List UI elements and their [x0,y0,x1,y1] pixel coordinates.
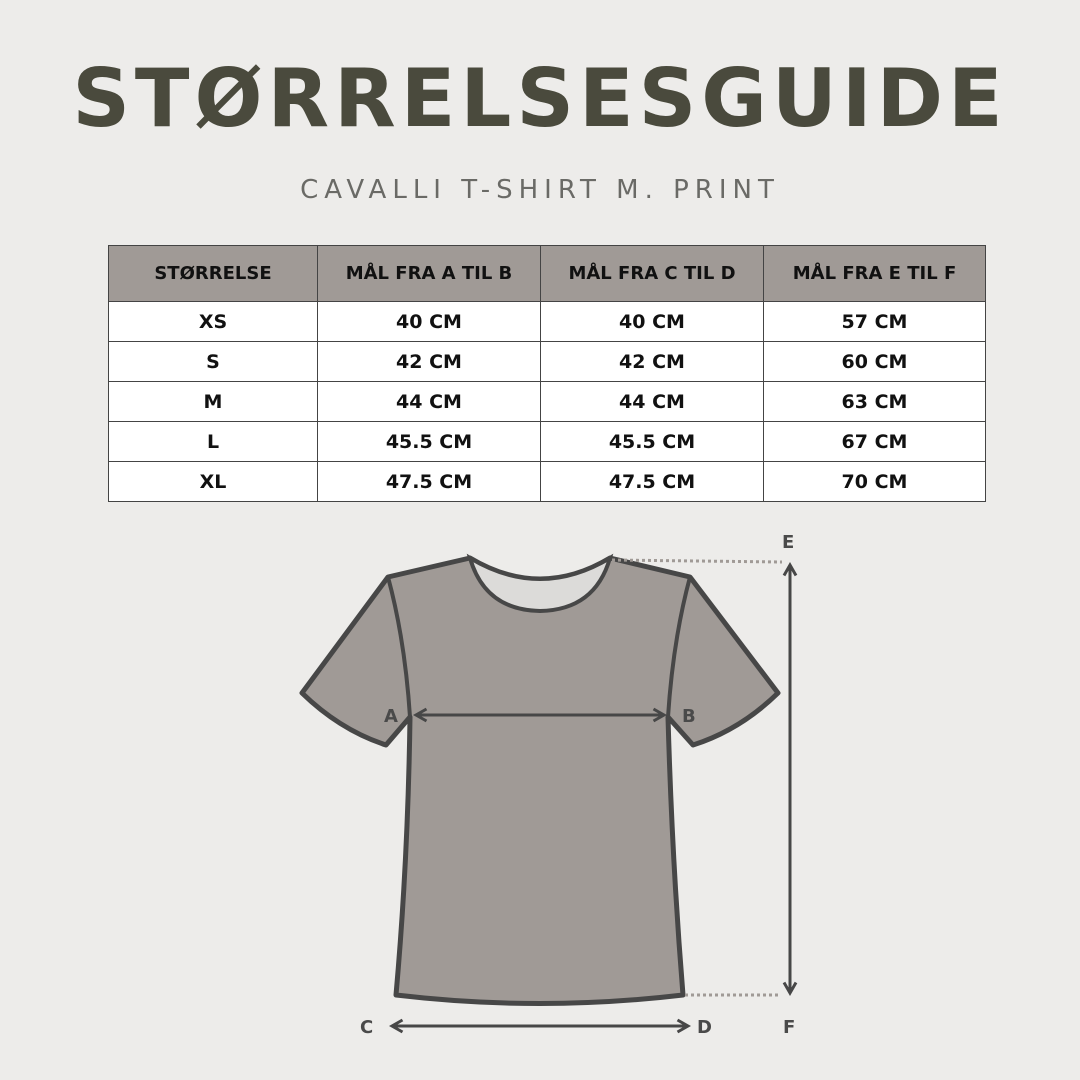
header-size: STØRRELSE [108,245,318,302]
cell-a-b: 45.5 CM [317,421,541,462]
cell-a-b: 44 CM [317,381,541,422]
page-title: STØRRELSESGUIDE [72,52,1008,145]
product-subtitle: CAVALLI T-SHIRT M. PRINT [300,175,780,205]
cell-e-f: 67 CM [763,421,986,462]
cell-size: L [108,421,318,462]
cell-size: XL [108,461,318,502]
cell-a-b: 47.5 CM [317,461,541,502]
cell-size: M [108,381,318,422]
cell-size: XS [108,301,318,342]
cell-c-d: 47.5 CM [540,461,764,502]
tshirt-body [299,555,781,1006]
cell-c-d: 42 CM [540,341,764,382]
label-f: F [783,1017,795,1038]
table-row: L 45.5 CM 45.5 CM 67 CM [108,421,986,462]
table-row: XL 47.5 CM 47.5 CM 70 CM [108,461,986,502]
label-b: B [682,706,696,727]
header-e-f: MÅL FRA E TIL F [763,245,986,302]
left-sleeve-seam [386,576,412,718]
cell-a-b: 40 CM [317,301,541,342]
table-row: S 42 CM 42 CM 60 CM [108,341,986,382]
cell-size: S [108,341,318,382]
size-table: STØRRELSE MÅL FRA A TIL B MÅL FRA C TIL … [108,245,986,502]
cell-c-d: 45.5 CM [540,421,764,462]
cell-e-f: 70 CM [763,461,986,502]
table-row: XS 40 CM 40 CM 57 CM [108,301,986,342]
cell-c-d: 40 CM [540,301,764,342]
cell-e-f: 63 CM [763,381,986,422]
table-row: M 44 CM 44 CM 63 CM [108,381,986,422]
top-guide-line [611,558,783,564]
label-c: C [360,1017,373,1038]
header-a-b: MÅL FRA A TIL B [317,245,541,302]
right-sleeve-seam [666,576,692,718]
cell-c-d: 44 CM [540,381,764,422]
label-e: E [782,532,794,553]
cell-a-b: 42 CM [317,341,541,382]
label-a: A [384,706,398,727]
cell-e-f: 57 CM [763,301,986,342]
header-c-d: MÅL FRA C TIL D [540,245,764,302]
tshirt-neckline [466,553,614,614]
label-d: D [697,1017,712,1038]
table-header-row: STØRRELSE MÅL FRA A TIL B MÅL FRA C TIL … [108,245,986,302]
